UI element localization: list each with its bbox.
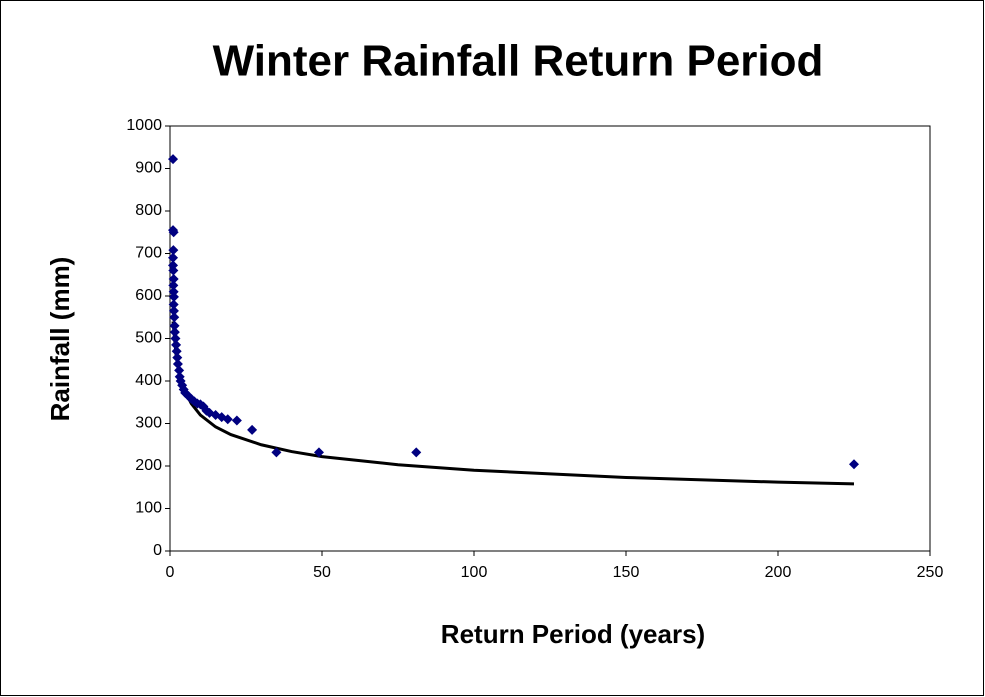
y-tick-label: 1000	[126, 117, 162, 134]
point	[169, 320, 180, 331]
point	[171, 346, 182, 357]
x-tick-label: 200	[765, 564, 792, 581]
y-tick-label: 500	[135, 330, 162, 347]
y-tick-label: 600	[135, 287, 162, 304]
point	[168, 280, 179, 291]
point	[313, 447, 324, 458]
point	[168, 265, 179, 276]
point	[168, 299, 179, 310]
y-tick-label: 800	[135, 202, 162, 219]
point	[222, 414, 233, 425]
y-tick-label: 100	[135, 500, 162, 517]
point	[411, 447, 422, 458]
point	[172, 352, 183, 363]
point	[170, 333, 181, 344]
y-tick-label: 400	[135, 372, 162, 389]
point	[247, 424, 258, 435]
point	[231, 415, 242, 426]
point	[271, 447, 282, 458]
chart-title: Winter Rainfall Return Period	[213, 37, 824, 86]
y-tick-label: 0	[153, 542, 162, 559]
point	[168, 252, 179, 263]
point	[168, 274, 179, 284]
point	[169, 312, 180, 323]
y-tick-label: 900	[135, 160, 162, 177]
point	[169, 327, 180, 338]
point	[168, 154, 179, 165]
y-axis-title: Rainfall (mm)	[45, 257, 75, 422]
x-tick-label: 50	[313, 564, 331, 581]
point	[168, 227, 179, 238]
point	[849, 459, 859, 470]
y-tick-label: 200	[135, 457, 162, 474]
x-axis-title: Return Period (years)	[441, 619, 705, 649]
x-tick-label: 0	[166, 564, 175, 581]
x-tick-label: 250	[917, 564, 944, 581]
y-tick-label: 300	[135, 415, 162, 432]
point	[168, 305, 179, 316]
point	[174, 365, 185, 376]
point	[171, 339, 182, 350]
point	[172, 359, 183, 369]
y-tick-label: 700	[135, 245, 162, 262]
point	[168, 291, 179, 302]
point	[168, 245, 179, 256]
x-tick-label: 100	[461, 564, 488, 581]
x-tick-label: 150	[613, 564, 640, 581]
